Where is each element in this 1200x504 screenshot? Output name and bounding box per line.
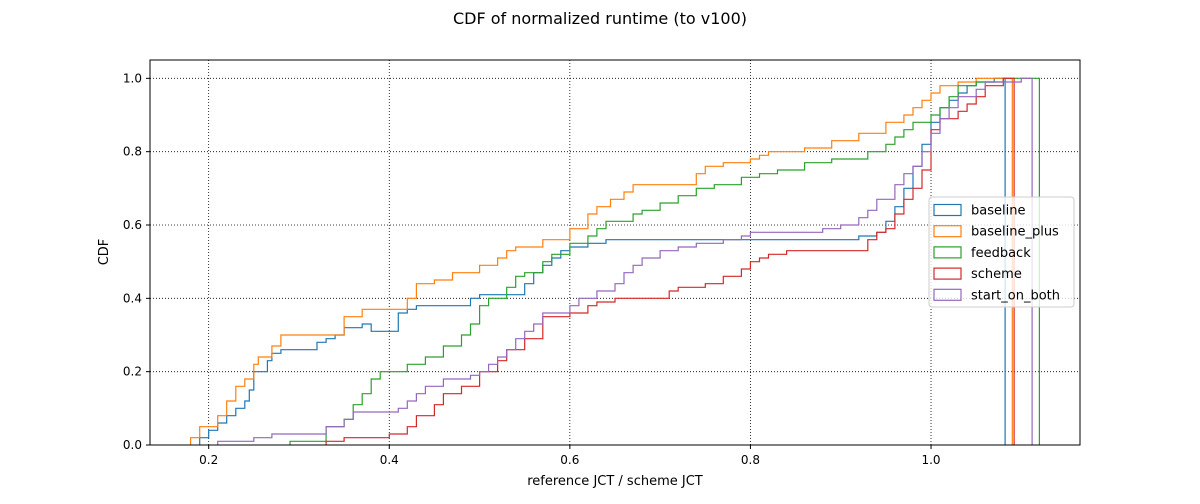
legend-box — [928, 196, 1075, 308]
legend-label-baseline-plus: baseline_plus — [971, 225, 1059, 240]
x-tick-label: 0.8 — [741, 453, 760, 467]
series-line-start-on-both — [217, 77, 1033, 445]
legend-label-baseline: baseline — [971, 204, 1025, 219]
x-axis-label: reference JCT / scheme JCT — [527, 474, 703, 489]
x-tick-label: 0.6 — [560, 453, 579, 467]
y-tick-label: 0.2 — [123, 365, 142, 379]
legend-swatch-feedback — [933, 246, 962, 259]
x-tick-label: 1.0 — [921, 453, 940, 467]
legend-label-scheme: scheme — [971, 267, 1022, 282]
legend-swatch-baseline — [933, 203, 962, 217]
legend-swatch-start-on-both — [933, 288, 962, 301]
y-tick-label: 0.6 — [123, 218, 142, 232]
y-tick-label: 1.0 — [123, 71, 142, 85]
series-lines — [190, 77, 1041, 445]
legend-swatch-baseline-plus — [933, 225, 962, 238]
y-axis-label: CDF — [97, 239, 112, 266]
series-line-scheme — [325, 77, 1015, 445]
y-tick-label: 0.8 — [123, 145, 142, 159]
legend-label-feedback: feedback — [971, 246, 1031, 261]
x-tick-label: 0.2 — [199, 453, 218, 467]
y-axis-ticks: 0.0 0.2 0.4 0.6 0.8 1.0 — [123, 71, 150, 452]
series-line-baseline-plus — [190, 77, 1013, 445]
chart-title: CDF of normalized runtime (to v100) — [453, 9, 747, 28]
x-tick-label: 0.4 — [380, 453, 399, 467]
plot-frame — [149, 59, 1081, 446]
y-tick-label: 0.0 — [123, 438, 142, 452]
series-line-feedback — [289, 77, 1041, 445]
x-axis-ticks: 0.2 0.4 0.6 0.8 1.0 — [199, 445, 941, 467]
legend: baseline baseline_plus feedback scheme start… — [928, 196, 1075, 308]
legend-swatch-scheme — [933, 267, 962, 280]
legend-label-start-on-both: start_on_both — [971, 288, 1060, 303]
y-tick-label: 0.4 — [123, 291, 142, 305]
